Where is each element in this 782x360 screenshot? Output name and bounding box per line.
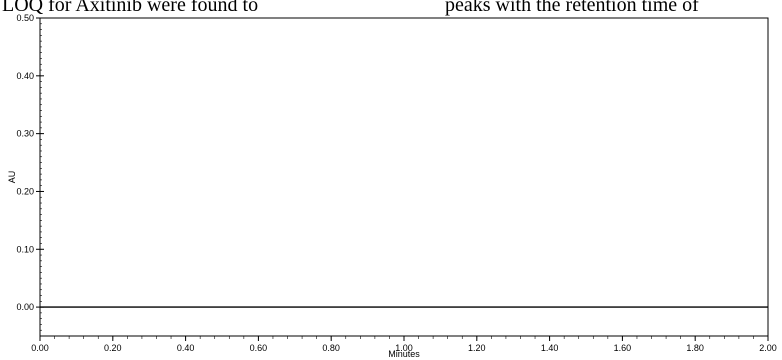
x-axis-label: Minutes bbox=[388, 349, 420, 359]
y-axis-label: AU bbox=[7, 171, 17, 184]
plot-frame bbox=[39, 17, 769, 337]
y-tick-label: 0.00 bbox=[16, 302, 34, 312]
x-tick-label: 0.40 bbox=[177, 343, 195, 353]
x-axis-ticks: 0.00 0.20 0.40 0.60 0.80 1.00 1.20 1.40 1.60 1.80… bbox=[31, 336, 777, 353]
body-text-right: peaks with the retention time of bbox=[445, 0, 699, 16]
y-tick-label: 0.20 bbox=[16, 186, 34, 196]
y-tick-label: 0.40 bbox=[16, 71, 34, 81]
x-tick-label: 2.00 bbox=[759, 343, 777, 353]
x-tick-label: 1.00 bbox=[395, 343, 413, 353]
y-tick-label: 0.10 bbox=[16, 244, 34, 254]
y-axis-ticks: 0.00 0.10 0.20 0.30 0.40 0.50 bbox=[16, 13, 44, 337]
y-tick-label: 0.50 bbox=[16, 13, 34, 23]
x-tick-label: 1.60 bbox=[614, 343, 632, 353]
y-tick-label: 0.30 bbox=[16, 129, 34, 139]
x-tick-label: 0.60 bbox=[250, 343, 268, 353]
x-tick-label: 1.20 bbox=[468, 343, 486, 353]
x-tick-label: 1.40 bbox=[541, 343, 559, 353]
x-tick-label: 1.80 bbox=[686, 343, 704, 353]
x-tick-label: 0.00 bbox=[31, 343, 49, 353]
x-tick-label: 0.20 bbox=[104, 343, 122, 353]
x-tick-label: 0.80 bbox=[322, 343, 340, 353]
body-text-left: LOQ for Axitinib were found to bbox=[2, 0, 259, 16]
